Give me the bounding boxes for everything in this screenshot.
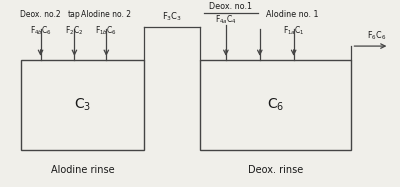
Text: Alodine no. 1: Alodine no. 1 — [266, 10, 318, 19]
Text: C$_6$: C$_6$ — [267, 97, 284, 113]
Bar — [200, 60, 352, 150]
Text: tap: tap — [68, 10, 81, 19]
Text: Alodine rinse: Alodine rinse — [50, 165, 114, 175]
Text: F$_{1b}$C$_6$: F$_{1b}$C$_6$ — [95, 24, 117, 37]
Text: F$_6$C$_6$: F$_6$C$_6$ — [368, 30, 387, 42]
Text: F$_3$C$_3$: F$_3$C$_3$ — [162, 10, 182, 23]
Text: C$_3$: C$_3$ — [74, 97, 91, 113]
Text: F$_2$C$_2$: F$_2$C$_2$ — [65, 24, 84, 37]
Text: F$_{4b}$C$_6$: F$_{4b}$C$_6$ — [30, 24, 52, 37]
Text: Deox. no.2: Deox. no.2 — [20, 10, 61, 19]
Text: F$_{1a}$C$_1$: F$_{1a}$C$_1$ — [283, 24, 304, 37]
Text: Alodine no. 2: Alodine no. 2 — [81, 10, 131, 19]
Text: F$_{4a}$C$_4$: F$_{4a}$C$_4$ — [215, 13, 237, 26]
Bar — [21, 60, 144, 150]
Text: Deox. no.1: Deox. no.1 — [209, 2, 252, 11]
Text: Deox. rinse: Deox. rinse — [248, 165, 303, 175]
